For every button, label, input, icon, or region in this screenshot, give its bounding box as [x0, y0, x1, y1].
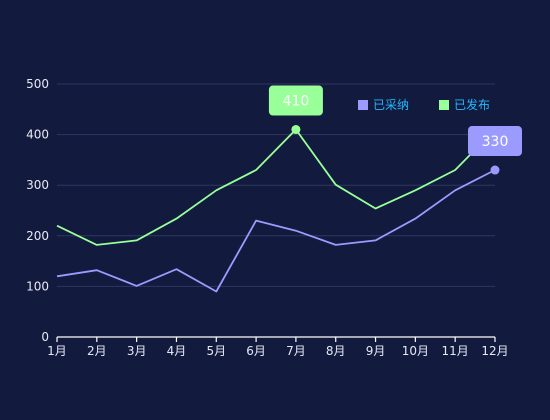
x-tick-label: 12月: [481, 344, 508, 358]
x-tick-label: 6月: [246, 344, 266, 358]
x-tick-label: 8月: [326, 344, 346, 358]
x-tick-label: 10月: [402, 344, 429, 358]
y-tick-label: 400: [26, 128, 49, 142]
axes: 0 100 200 300 400 500 1月 2月 3月 4月 5月 6月 7月 8月 9月 10月 11月…: [26, 77, 509, 358]
data-label: 410: [283, 94, 310, 110]
x-tick-label: 9月: [366, 344, 386, 358]
data-label-callout: 410: [268, 85, 323, 116]
y-tick-label: 300: [26, 178, 49, 192]
series-markers: [291, 125, 500, 175]
x-tick-label: 2月: [87, 344, 107, 358]
legend-item[interactable]: 已采纳: [358, 98, 409, 112]
grid-lines: [57, 83, 495, 287]
callout-box: [268, 85, 323, 116]
y-tick-label: 200: [26, 229, 49, 243]
legend-item[interactable]: 已发布: [439, 97, 490, 112]
series-line-2: [56, 128, 496, 246]
x-tick-label: 11月: [442, 344, 469, 358]
data-label: 330: [482, 134, 509, 150]
legend-label: 已发布: [454, 97, 490, 112]
series-point-marker: [291, 125, 301, 135]
legend-swatch: [358, 100, 368, 110]
legend[interactable]: 已采纳 已发布: [358, 97, 490, 112]
x-tick-label: 4月: [167, 344, 187, 358]
data-label-callout: 330: [468, 126, 522, 157]
y-tick-label: 0: [41, 330, 49, 344]
y-tick-label: 500: [26, 77, 49, 91]
y-tick-label: 100: [26, 279, 49, 293]
series-lines: [56, 128, 496, 293]
legend-label: 已采纳: [373, 98, 409, 112]
x-tick-label: 1月: [47, 344, 67, 358]
x-tick-label: 5月: [206, 344, 226, 358]
series-point-marker: [490, 165, 500, 175]
callout-box: [468, 126, 522, 157]
x-tick-label: 3月: [127, 344, 147, 358]
series-line-1: [56, 169, 496, 293]
legend-swatch: [439, 100, 449, 110]
value-callouts: 330 410: [268, 85, 522, 157]
x-tick-label: 7月: [286, 344, 306, 358]
